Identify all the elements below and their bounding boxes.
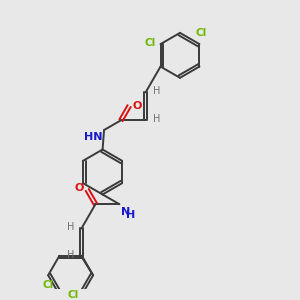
Text: H: H	[67, 222, 74, 232]
Text: O: O	[133, 101, 142, 111]
Text: HN: HN	[84, 132, 103, 142]
Text: O: O	[75, 183, 84, 194]
Text: Cl: Cl	[145, 38, 156, 48]
Text: H: H	[126, 210, 135, 220]
Text: H: H	[67, 250, 74, 260]
Text: N: N	[121, 207, 130, 217]
Text: H: H	[153, 86, 161, 96]
Text: H: H	[153, 114, 161, 124]
Text: Cl: Cl	[195, 28, 207, 38]
Text: Cl: Cl	[67, 290, 78, 300]
Text: Cl: Cl	[43, 280, 54, 290]
